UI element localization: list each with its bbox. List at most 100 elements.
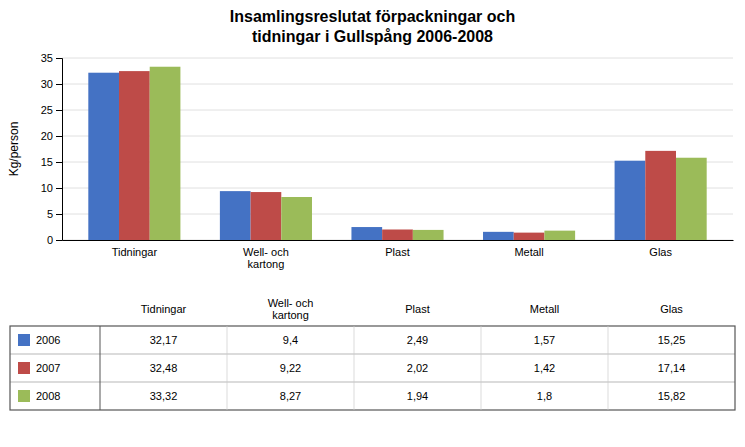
tick: 30 (41, 78, 62, 90)
bars (88, 67, 706, 240)
legend-label: 2008 (36, 390, 60, 402)
bar (251, 192, 282, 240)
grid-line (62, 58, 733, 59)
table-rule (10, 382, 735, 383)
table-value: 1,42 (534, 362, 555, 374)
tick: Well- ochkartong (243, 240, 289, 270)
tick: 10 (41, 182, 62, 194)
x-axis: Tidningar Well- ochkartong Plast Metall Glas (63, 240, 734, 270)
text-line: Metall (514, 246, 543, 258)
tick-mark (56, 214, 62, 215)
table-value: 1,8 (537, 390, 552, 402)
table-border (10, 326, 735, 410)
tick-mark (56, 162, 62, 163)
table-header: Glas (660, 303, 683, 315)
tick: Glas (649, 240, 672, 258)
table-header: Tidningar (141, 303, 187, 315)
tick-mark (56, 58, 62, 59)
bar (150, 67, 181, 240)
tick-label: 10 (41, 182, 53, 194)
tick: 35 (41, 52, 62, 64)
bar-series (119, 71, 676, 240)
bar (220, 191, 251, 240)
data-table: Tidningar Well- ochkartong Plast Metall Glas… (10, 297, 735, 410)
tick-label: Metall (514, 246, 543, 258)
table-value: 8,27 (280, 390, 301, 402)
bar (544, 231, 575, 240)
table-rule (354, 326, 355, 410)
legend-swatch (18, 362, 30, 374)
tick-label: 35 (41, 52, 53, 64)
bar (645, 151, 676, 240)
table-header: Plast (405, 303, 429, 315)
tick-label: Glas (649, 246, 672, 258)
bar (119, 71, 150, 240)
text-line: tidningar i Gullspång 2006-2008 (252, 28, 493, 45)
axis-line (63, 240, 734, 241)
tick-label: Tidningar (112, 246, 158, 258)
table-value: 15,82 (658, 390, 686, 402)
text-line: Glas (660, 303, 683, 315)
legend-label: 2007 (36, 362, 60, 374)
table-rule (608, 326, 609, 410)
table-rule (10, 354, 735, 355)
tick-label: 20 (41, 130, 53, 142)
tick-mark (56, 188, 62, 189)
table-value: 15,25 (658, 334, 686, 346)
table-value: 2,02 (407, 362, 428, 374)
table-rule (227, 326, 228, 410)
tick-label: 30 (41, 78, 53, 90)
bar (382, 229, 413, 240)
bar (514, 233, 545, 240)
table-header: Metall (530, 303, 559, 315)
bar (615, 161, 646, 240)
bar (281, 197, 312, 240)
tick-label: 15 (41, 156, 53, 168)
bar (413, 230, 444, 240)
bar (88, 73, 119, 240)
table-value: 1,57 (534, 334, 555, 346)
bar (676, 158, 707, 240)
table-value: 32,48 (150, 362, 178, 374)
tick: 25 (41, 104, 62, 116)
text-line: kartong (272, 309, 309, 321)
tick-label: 0 (47, 234, 53, 246)
text-line: Well- och (268, 297, 314, 309)
tick: Plast (385, 240, 409, 258)
bar (351, 227, 382, 240)
table-value: 17,14 (658, 362, 686, 374)
tick-mark (56, 136, 62, 137)
tick: 20 (41, 130, 62, 142)
axis-line (56, 59, 63, 241)
tick-label: Plast (385, 246, 409, 258)
tick-label: Well- ochkartong (243, 246, 289, 271)
table-value: 1,94 (407, 390, 428, 402)
y-axis: 0 5 10 15 20 25 30 35 (41, 52, 63, 246)
text-line: Well- och (243, 246, 289, 258)
tick-label: 5 (47, 208, 53, 220)
table-value: 32,17 (150, 334, 178, 346)
text-line: Tidningar (112, 246, 158, 258)
table-value: 2,49 (407, 334, 428, 346)
tick: Metall (514, 240, 543, 258)
tick: Tidningar (112, 240, 158, 258)
title: Insamlingsreslutat förpackningar och tidn… (230, 8, 515, 44)
table-value: 9,4 (283, 334, 298, 346)
bar (483, 232, 514, 240)
grid (62, 58, 733, 240)
text-line: Plast (405, 303, 429, 315)
text-line: Tidningar (141, 303, 187, 315)
text-line: Metall (530, 303, 559, 315)
text-line: Plast (385, 246, 409, 258)
table-value: 9,22 (280, 362, 301, 374)
legend-swatch (18, 390, 30, 402)
tick-mark (56, 110, 62, 111)
table-rule (481, 326, 482, 410)
chart: Insamlingsreslutat förpackningar och tidn… (0, 0, 745, 447)
tick-mark (56, 240, 62, 241)
text-line: Glas (649, 246, 672, 258)
legend-label: 2006 (36, 334, 60, 346)
text-line: Insamlingsreslutat förpackningar och (230, 8, 515, 25)
tick: 0 (47, 234, 62, 246)
text-line: kartong (248, 258, 285, 270)
